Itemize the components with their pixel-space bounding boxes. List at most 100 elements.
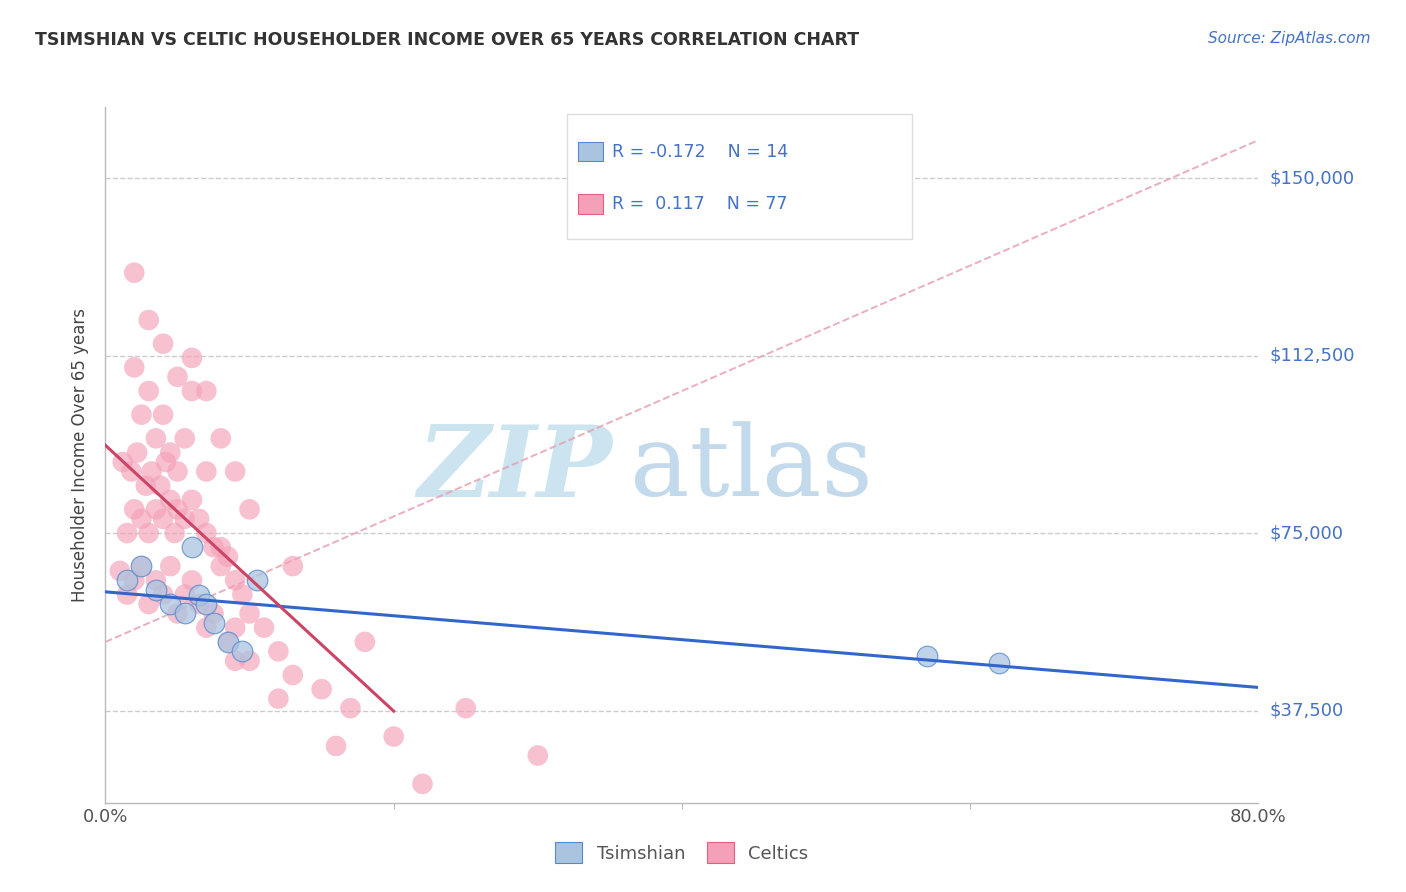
Point — [526, 748, 548, 763]
Point — [159, 492, 181, 507]
Point — [163, 526, 186, 541]
Text: $150,000: $150,000 — [1270, 169, 1355, 187]
Point — [987, 656, 1010, 670]
Point — [188, 597, 211, 611]
Point — [173, 512, 195, 526]
Point — [138, 313, 160, 327]
Point — [166, 465, 188, 479]
Point — [224, 621, 246, 635]
Point — [152, 588, 174, 602]
Point — [217, 635, 239, 649]
Point — [149, 478, 172, 492]
Y-axis label: Householder Income Over 65 years: Householder Income Over 65 years — [72, 308, 90, 602]
Point — [124, 502, 146, 516]
Point — [454, 701, 477, 715]
Point — [131, 559, 153, 574]
Point — [138, 597, 160, 611]
Point — [180, 351, 202, 365]
Point — [253, 621, 276, 635]
Point — [239, 654, 262, 668]
Point — [354, 635, 377, 649]
Point — [138, 526, 160, 541]
Point — [224, 654, 246, 668]
Text: Source: ZipAtlas.com: Source: ZipAtlas.com — [1208, 31, 1371, 46]
Point — [311, 682, 333, 697]
Point — [131, 512, 153, 526]
Point — [231, 644, 253, 658]
Point — [115, 588, 138, 602]
Point — [231, 588, 253, 602]
Point — [915, 649, 938, 664]
Point — [173, 607, 195, 621]
Point — [145, 582, 167, 597]
Point — [267, 691, 290, 706]
Point — [131, 559, 153, 574]
Point — [138, 384, 160, 398]
Point — [209, 559, 232, 574]
Point — [339, 701, 361, 715]
Point — [173, 588, 195, 602]
Point — [120, 465, 142, 479]
Point — [155, 455, 177, 469]
Legend: Tsimshian, Celtics: Tsimshian, Celtics — [548, 835, 815, 871]
Point — [145, 431, 167, 445]
Point — [159, 597, 181, 611]
Point — [124, 360, 146, 375]
Point — [145, 502, 167, 516]
Point — [188, 588, 211, 602]
Point — [217, 549, 239, 564]
Point — [188, 512, 211, 526]
Text: $75,000: $75,000 — [1270, 524, 1344, 542]
Point — [195, 597, 218, 611]
Point — [180, 384, 202, 398]
Point — [281, 559, 304, 574]
Point — [166, 369, 188, 384]
Point — [115, 574, 138, 588]
Point — [180, 492, 202, 507]
Point — [152, 336, 174, 351]
Point — [152, 408, 174, 422]
Point — [209, 540, 232, 554]
Point — [111, 455, 134, 469]
Point — [180, 574, 202, 588]
Point — [145, 574, 167, 588]
Point — [202, 540, 225, 554]
Text: R = -0.172    N = 14: R = -0.172 N = 14 — [612, 143, 787, 161]
Text: ZIP: ZIP — [418, 421, 613, 517]
Text: TSIMSHIAN VS CELTIC HOUSEHOLDER INCOME OVER 65 YEARS CORRELATION CHART: TSIMSHIAN VS CELTIC HOUSEHOLDER INCOME O… — [35, 31, 859, 49]
Point — [217, 635, 239, 649]
Point — [141, 465, 163, 479]
Point — [131, 408, 153, 422]
Point — [202, 607, 225, 621]
Text: $37,500: $37,500 — [1270, 701, 1344, 720]
Point — [325, 739, 347, 753]
Point — [180, 540, 202, 554]
Point — [173, 431, 195, 445]
Point — [195, 621, 218, 635]
Point — [382, 730, 405, 744]
Point — [159, 559, 181, 574]
Text: atlas: atlas — [630, 421, 873, 516]
Point — [281, 668, 304, 682]
Point — [267, 644, 290, 658]
Text: R =  0.117    N = 77: R = 0.117 N = 77 — [612, 195, 787, 213]
Point — [108, 564, 131, 578]
Point — [224, 465, 246, 479]
Point — [411, 777, 433, 791]
Point — [166, 502, 188, 516]
Point — [239, 502, 262, 516]
Point — [195, 526, 218, 541]
Point — [239, 607, 262, 621]
Point — [246, 574, 269, 588]
Point — [195, 384, 218, 398]
Point — [127, 445, 149, 459]
Point — [115, 526, 138, 541]
Point — [152, 512, 174, 526]
Text: $112,500: $112,500 — [1270, 346, 1355, 365]
Point — [202, 615, 225, 630]
Point — [224, 574, 246, 588]
Point — [166, 607, 188, 621]
Point — [209, 431, 232, 445]
Point — [124, 574, 146, 588]
Point — [124, 266, 146, 280]
